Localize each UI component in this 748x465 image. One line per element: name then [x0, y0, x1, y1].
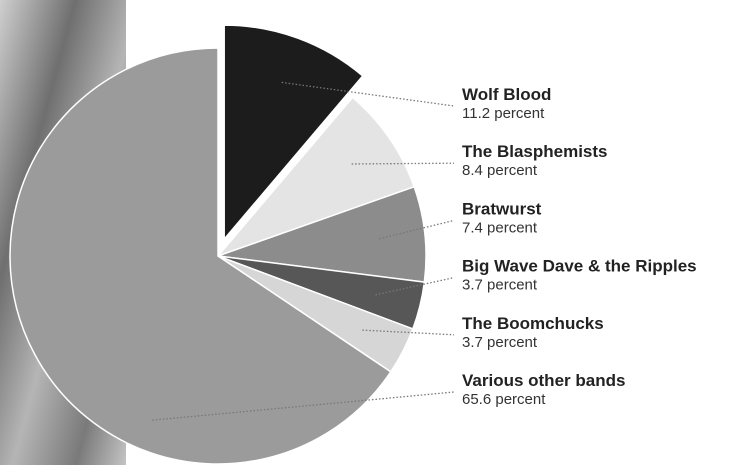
leader-line	[351, 162, 455, 165]
pie-slice	[215, 96, 416, 258]
slice-value-label: 65.6 percent	[462, 391, 546, 408]
leader-line	[379, 219, 455, 240]
leader-line	[362, 329, 455, 336]
pie-slice	[217, 185, 427, 283]
slice-name: Various other bands	[462, 371, 625, 390]
pie-slice	[223, 24, 364, 242]
slice-name: Wolf Blood	[462, 85, 551, 104]
slice-value-label: 3.7 percent	[462, 334, 538, 351]
slice-value-label: 3.7 percent	[462, 277, 538, 294]
leader-line	[375, 276, 455, 296]
slice-value-label: 11.2 percent	[462, 105, 545, 122]
pie-slice	[9, 47, 392, 465]
slice-value-label: 8.4 percent	[462, 162, 538, 179]
slice-name: The Boomchucks	[462, 314, 604, 333]
slice-name: The Blasphemists	[462, 142, 608, 161]
slice-value-label: 7.4 percent	[462, 219, 538, 236]
leader-line	[281, 81, 455, 107]
slice-name: Big Wave Dave & the Ripples	[462, 257, 697, 276]
slice-name: Bratwurst	[462, 199, 542, 218]
leader-line	[152, 391, 455, 421]
